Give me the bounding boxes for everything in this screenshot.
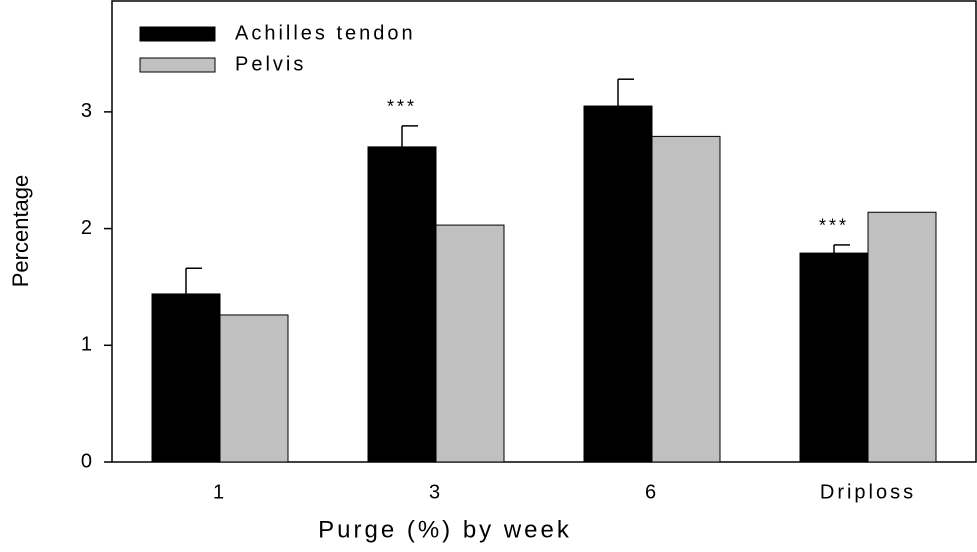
x-tick-label: 6 bbox=[645, 481, 659, 503]
x-tick-label: 1 bbox=[213, 481, 227, 503]
annotation: *** bbox=[819, 216, 849, 236]
y-tick-label: 3 bbox=[81, 100, 92, 122]
bar bbox=[151, 293, 221, 463]
legend-label: Achilles tendon bbox=[235, 22, 416, 44]
legend-label: Pelvis bbox=[235, 53, 306, 75]
bar bbox=[219, 314, 289, 463]
bar bbox=[435, 224, 505, 463]
annotation: *** bbox=[387, 97, 417, 117]
legend-swatch bbox=[139, 57, 216, 73]
x-tick-label: Driploss bbox=[820, 481, 916, 503]
bar bbox=[367, 146, 437, 463]
x-tick-label: 3 bbox=[429, 481, 443, 503]
bar bbox=[583, 105, 653, 463]
y-tick-label: 0 bbox=[81, 450, 92, 472]
y-axis-title: Percentage bbox=[8, 175, 33, 288]
bar bbox=[799, 252, 869, 463]
y-tick-label: 1 bbox=[81, 334, 92, 356]
plot-frame bbox=[111, 0, 977, 463]
bar bbox=[867, 211, 937, 463]
y-tick-label: 2 bbox=[81, 217, 92, 239]
legend-swatch bbox=[139, 26, 216, 42]
bar bbox=[651, 135, 721, 463]
x-axis-title: Purge (%) by week bbox=[318, 516, 572, 543]
